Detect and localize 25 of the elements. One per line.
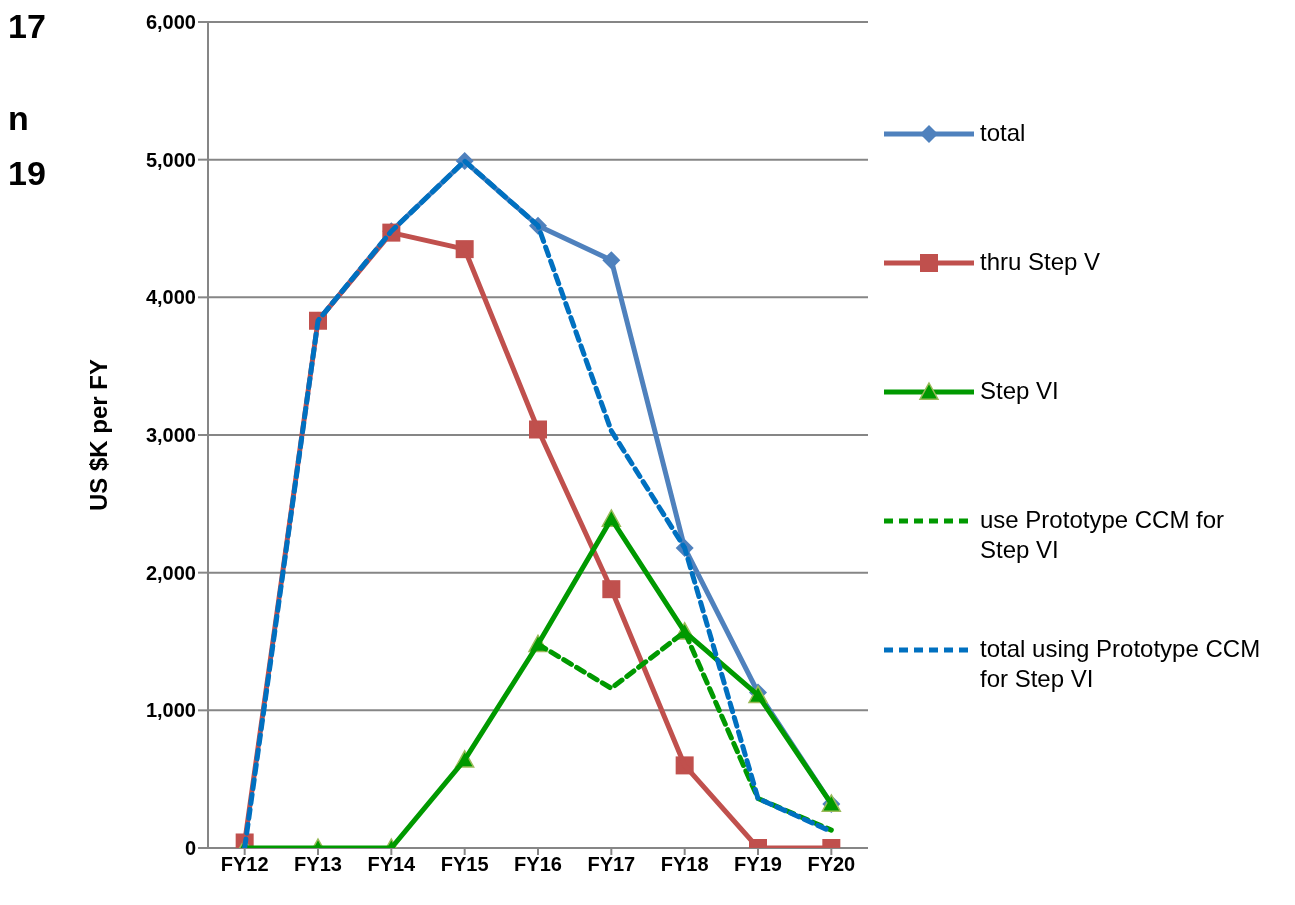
- y-tick-label: 2,000: [145, 561, 196, 584]
- legend-label: total using Prototype CCM for Step VI: [980, 634, 1262, 694]
- x-tick-label: FY17: [587, 853, 636, 876]
- y-tick-label: 1,000: [145, 699, 196, 722]
- x-tick-label: FY19: [734, 853, 782, 876]
- y-tick-label: 5,000: [145, 148, 196, 171]
- legend-label: use Prototype CCM for Step VI: [980, 505, 1226, 565]
- y-tick-label: 3,000: [145, 424, 196, 447]
- legend-label: thru Step V: [980, 247, 1102, 277]
- y-tick-label: 6,000: [145, 11, 196, 34]
- text: n: [8, 98, 29, 138]
- y-tick-label: 0: [184, 837, 196, 860]
- y-axis-title: US $K per FY: [84, 358, 112, 512]
- x-tick-label: FY15: [440, 853, 489, 876]
- x-tick-label: FY18: [660, 853, 709, 876]
- x-tick-label: FY14: [367, 853, 417, 876]
- text: 17: [8, 6, 46, 46]
- x-tick-label: FY20: [807, 853, 856, 876]
- legend-label: Step VI: [980, 376, 1060, 406]
- x-tick-label: FY16: [514, 853, 562, 876]
- y-tick-label: 4,000: [145, 286, 196, 309]
- text: 19: [8, 153, 46, 193]
- legend-label: total: [980, 118, 1027, 148]
- x-tick-label: FY12: [220, 853, 269, 876]
- x-tick-label: FY13: [294, 853, 342, 876]
